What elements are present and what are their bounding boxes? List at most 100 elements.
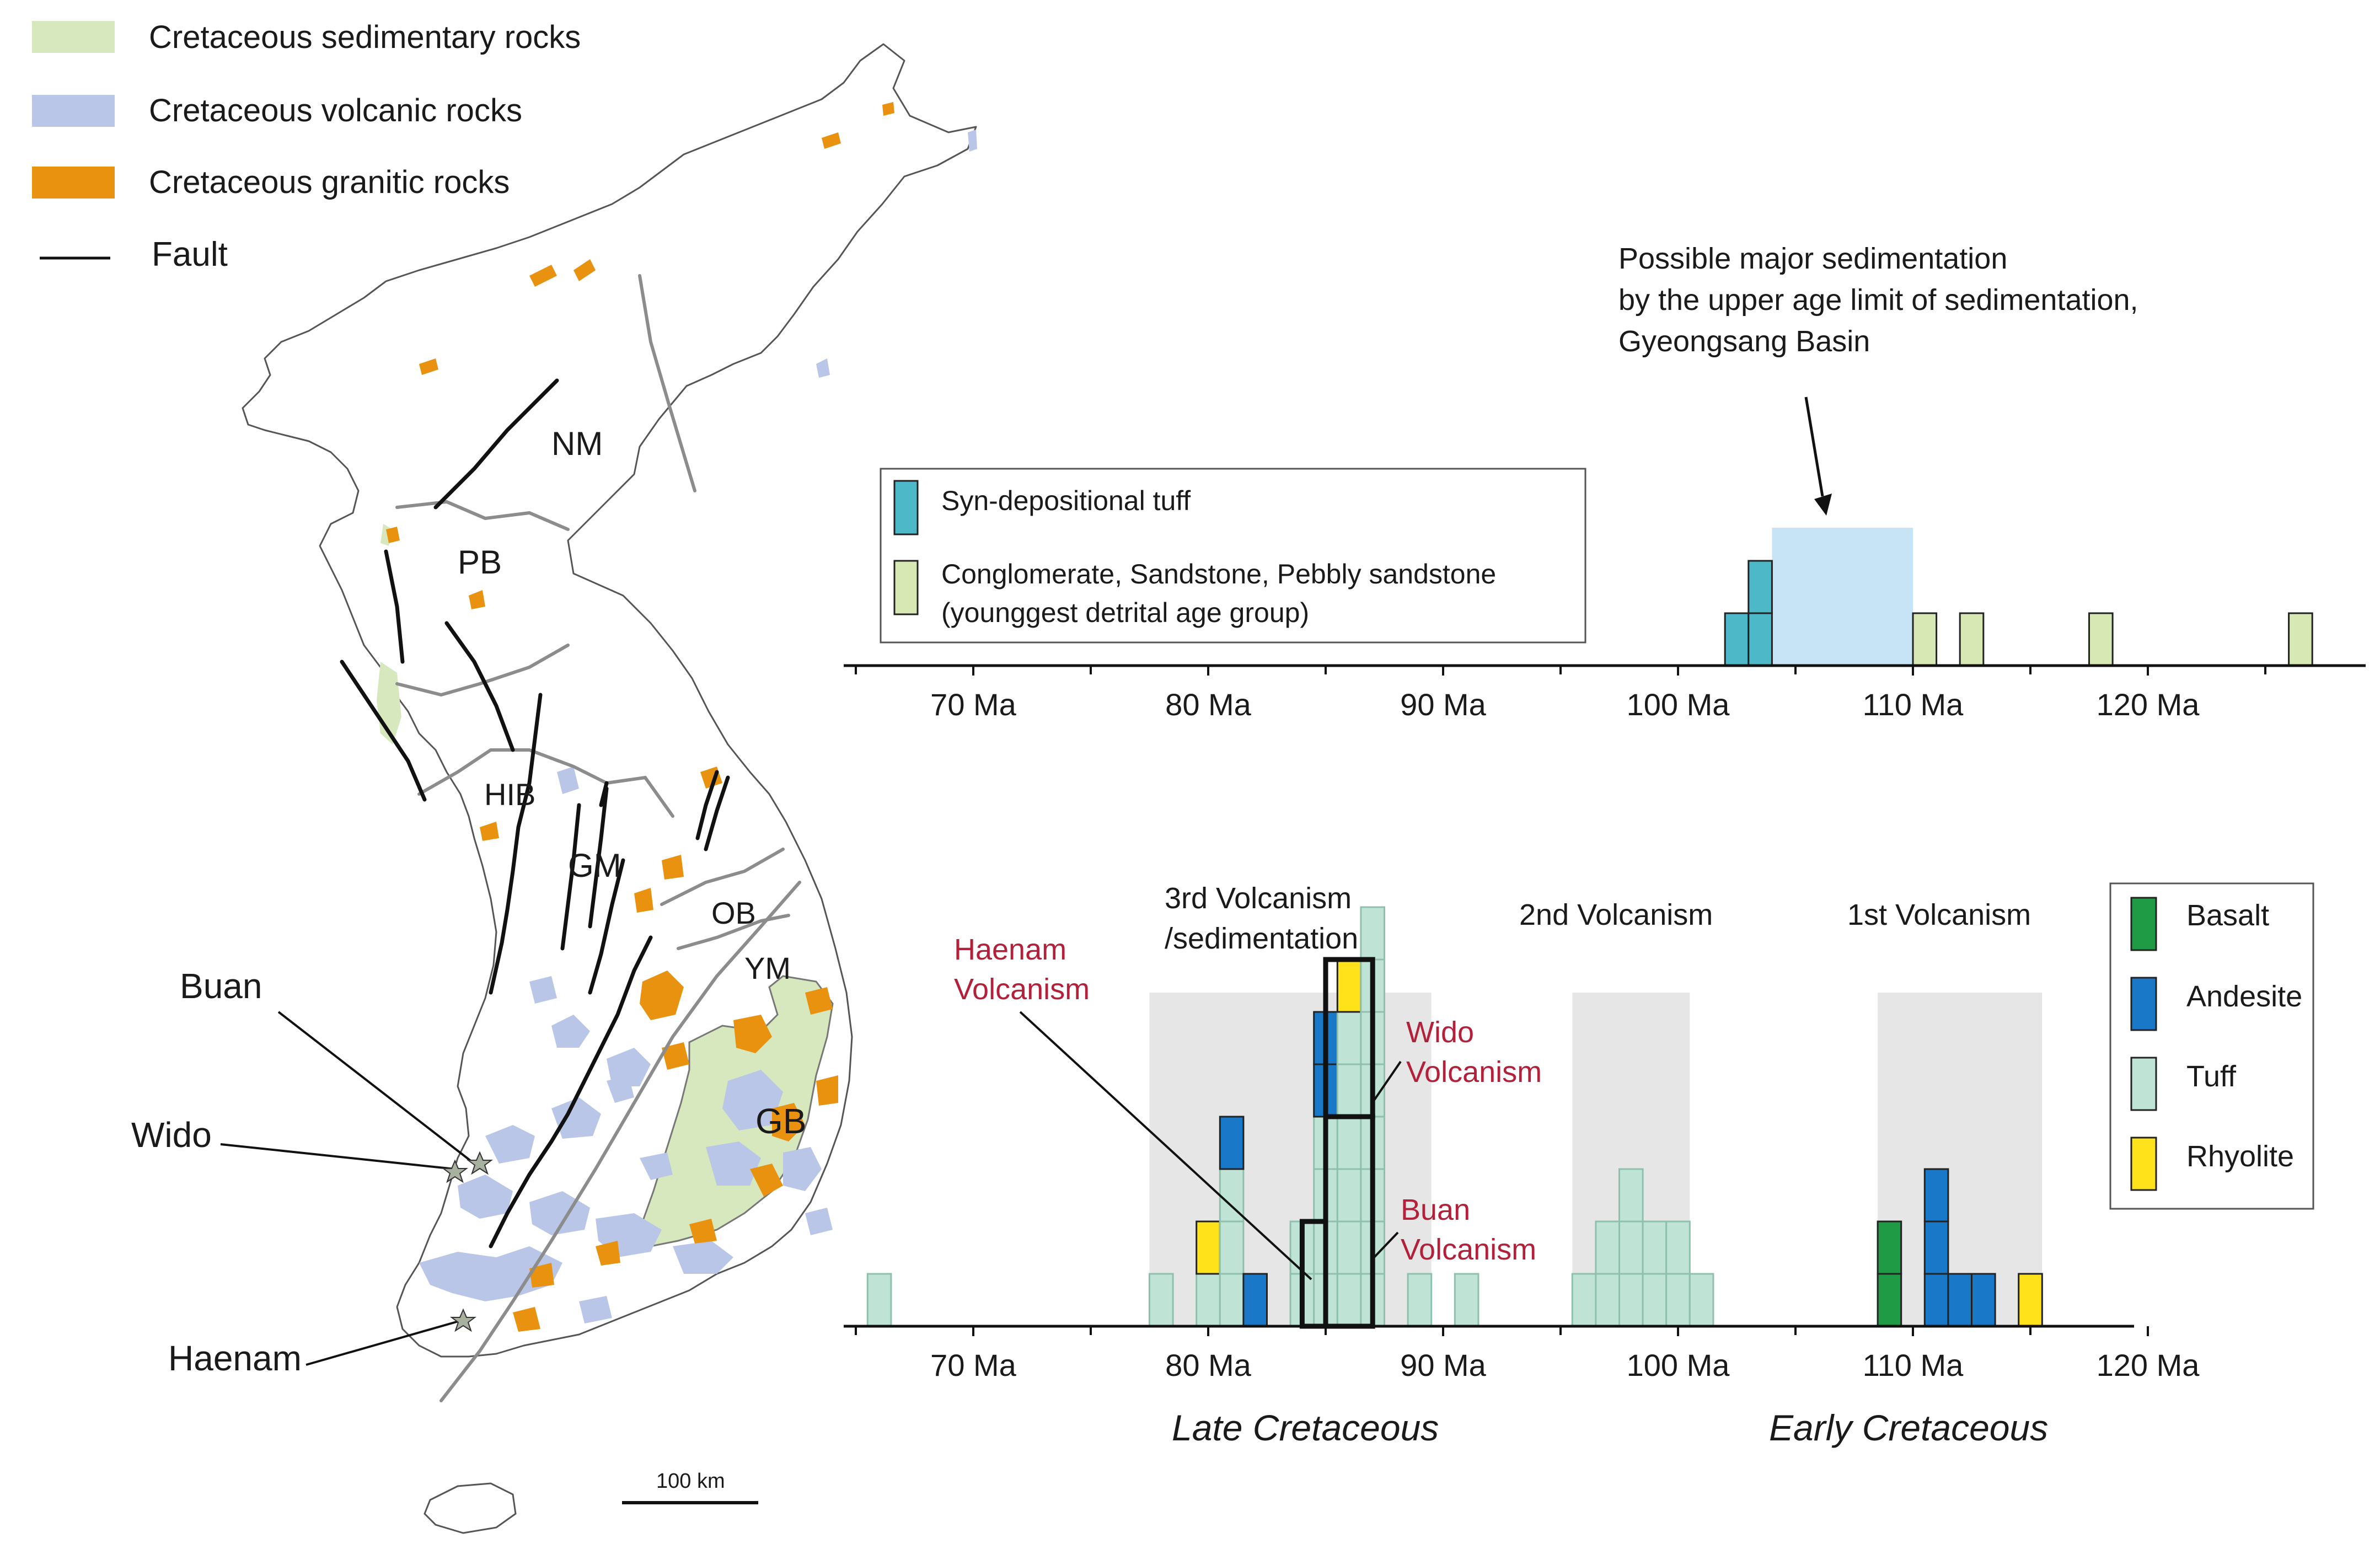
phase-shade [1878,993,2043,1326]
volcanism-label-wido-1: Wido [1406,1016,1474,1049]
annotation-arrow [1804,396,1832,516]
region-label-nm: NM [551,425,603,462]
legend-label-granitic: Cretaceous granitic rocks [149,164,510,200]
legend-label-detrital-note: (younggest detrital age group) [941,597,1309,628]
age-bar-tuff [1196,1273,1221,1327]
legend-swatch-detrital [893,560,919,615]
star-icon-wido [442,1159,468,1183]
legend-swatch-tuff [2130,1057,2157,1111]
age-bar-tuff [1595,1273,1620,1327]
x-tick-label: 100 Ma [1627,687,1730,722]
age-bar-tuff [1688,1273,1714,1327]
age-bar-rhyolite [1196,1220,1221,1275]
age-bar-tuff [1219,1273,1245,1327]
region-label-pb: PB [458,544,502,581]
legend-label-tuff: Tuff [2186,1060,2237,1093]
wido-pointer [1373,1060,1402,1101]
chart1-x-axis: 70 Ma 80 Ma 90 Ma 100 Ma 110 Ma 120 Ma [844,664,2366,722]
legend-label-volcanic: Cretaceous volcanic rocks [149,93,522,128]
x-tick-label: 70 Ma [930,1348,1016,1382]
age-bar-tuff [1407,1273,1433,1327]
age-bar-tuff [1454,1273,1480,1327]
peninsula-outline [242,43,977,1358]
locality-label-haenam: Haenam [168,1338,302,1378]
x-tick-label: 100 Ma [1627,1348,1730,1382]
age-bar-rhyolite [2018,1273,2043,1327]
age-bar-syn_tuff [1724,612,1750,667]
haenam-pointer [1019,1011,1312,1280]
volcanism-label-buan-2: Volcanism [1401,1233,1536,1266]
legend-swatch-granitic [32,167,115,199]
phase-labels: 3rd Volcanism /sedimentation 2nd Volcani… [1165,882,2031,955]
annotation-line-3: Gyeongsang Basin [1618,325,1870,358]
age-bar-andesite [1971,1273,1996,1327]
age-bar-syn_tuff [1748,612,1773,667]
volcanism-label-buan-1: Buan [1401,1193,1470,1226]
region-label-gb: GB [755,1101,806,1141]
volcanism-outline-wido [1323,957,1375,1119]
x-tick-label: 70 Ma [930,687,1016,722]
legend-label-fault: Fault [152,235,228,274]
phase-label-2nd: 2nd Volcanism [1519,898,1713,931]
age-bar-andesite [1923,1220,1949,1275]
age-bar-tuff [1642,1273,1668,1327]
legend-label-detrital: Conglomerate, Sandstone, Pebbly sandston… [941,559,1496,589]
age-bar-syn_tuff [1748,560,1773,614]
region-label-gm: GM [568,847,621,884]
chart1-legend: Syn-depositional tuff Conglomerate, Sand… [880,468,1586,644]
localities: Buan Wido Haenam [131,966,493,1378]
age-bar-basalt [1877,1220,1902,1275]
age-bar-andesite [1923,1273,1949,1327]
volcanism-labels: Haenam Volcanism Wido Volcanism Buan Vol… [954,933,1542,1280]
age-bar-tuff [1618,1273,1644,1327]
age-bar-detrital [1959,612,1985,667]
legend-swatch-rhyolite [2130,1137,2157,1191]
phase-label-3rd-line2: /sedimentation [1165,922,1358,955]
age-bar-tuff [1571,1273,1597,1327]
legend-swatch-basalt [2130,897,2157,951]
locality-label-wido: Wido [131,1115,212,1155]
legend-label-rhyolite: Rhyolite [2186,1140,2294,1173]
annotation-line-1: Possible major sedimentation [1618,242,2007,275]
age-bar-tuff [1336,1273,1362,1327]
age-bar-tuff [1336,1011,1362,1065]
locality-label-buan: Buan [180,966,262,1006]
legend-label-andesite: Andesite [2186,980,2302,1013]
x-tick-label: 110 Ma [1863,687,1964,722]
age-bar-tuff [1336,1220,1362,1275]
age-bar-tuff [1642,1220,1668,1275]
star-icon-haenam [450,1308,476,1332]
annotation-line-2: by the upper age limit of sedimentation, [1618,283,2138,317]
age-bar-tuff [1618,1168,1644,1223]
age-bar-tuff [1219,1220,1245,1275]
age-bar-andesite [1923,1168,1949,1223]
x-tick-label: 120 Ma [2097,1348,2200,1382]
sedimentation-span [1772,528,1913,666]
region-labels: NM PB HIB GM OB YM GB [458,425,806,1141]
scale-bar-label: 100 km [656,1470,725,1493]
age-bar-tuff [1360,906,1385,961]
age-bar-tuff [1665,1220,1691,1275]
chart1-bars [1724,560,2313,667]
region-label-ym: YM [744,951,791,985]
legend-swatch-volcanic [32,95,115,127]
star-icon-buan [467,1151,493,1175]
age-bar-detrital [1912,612,1938,667]
era-label-early: Early Cretaceous [1769,1407,2048,1448]
volcanism-label-wido-2: Volcanism [1406,1055,1542,1089]
age-bar-tuff [866,1273,892,1327]
phase-label-3rd-line1: 3rd Volcanism [1165,882,1352,915]
korea-map: NM PB HIB GM OB YM GB Buan Wido Haenam 1… [131,43,977,1534]
volcanism-label-haenam-1: Haenam [954,933,1066,966]
legend-swatch-syn-tuff [893,480,919,535]
buan-pointer [1373,1231,1399,1258]
region-label-ob: OB [711,896,756,930]
volcanism-age-chart: 3rd Volcanism /sedimentation 2nd Volcani… [844,882,2314,1448]
age-bar-andesite [1947,1273,1972,1327]
chart2-legend: Basalt Andesite Tuff Rhyolite [2109,882,2314,1210]
legend-label-sedimentary: Cretaceous sedimentary rocks [149,19,581,55]
chart2-x-axis: 70 Ma 80 Ma 90 Ma 100 Ma 110 Ma 120 Ma [844,1325,2200,1382]
age-bar-basalt [1877,1273,1902,1327]
age-bar-andesite [1219,1116,1245,1170]
volcanism-label-haenam-2: Volcanism [954,973,1090,1006]
